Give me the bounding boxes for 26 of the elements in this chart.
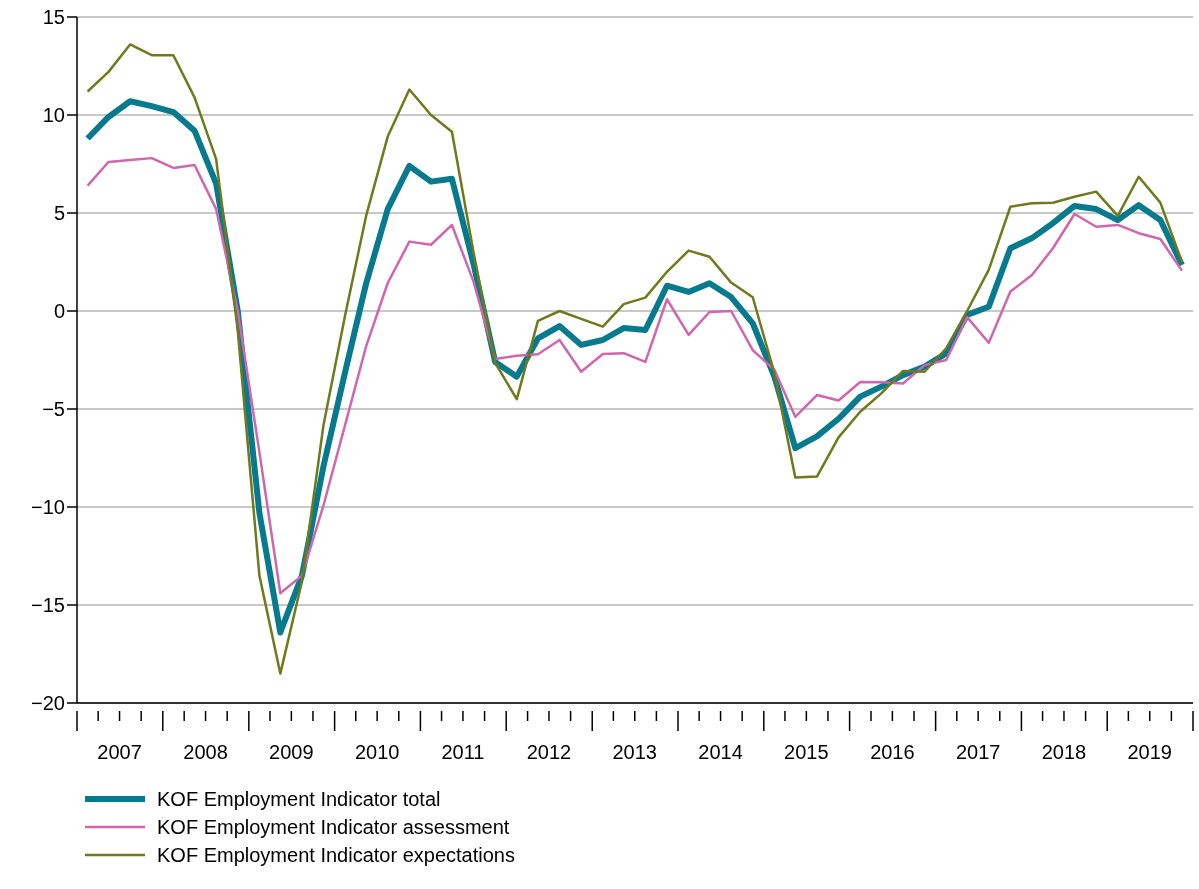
legend-label: KOF Employment Indicator expectations	[157, 843, 515, 867]
y-tick-label: 10	[42, 104, 65, 127]
x-tick-label: 2019	[1127, 741, 1172, 763]
x-tick-label: 2010	[354, 741, 400, 763]
y-tick-label: 0	[53, 300, 65, 323]
legend-label: KOF Employment Indicator total	[157, 787, 441, 811]
x-tick-label: 2017	[955, 741, 1001, 763]
y-tick-label: −15	[31, 594, 65, 617]
x-tick-label: 2012	[526, 741, 572, 763]
y-tick-label: 5	[53, 202, 65, 225]
y-tick-label: −10	[31, 496, 65, 519]
x-tick-label: 2008	[183, 741, 228, 763]
x-tick-label: 2009	[269, 741, 314, 763]
x-tick-label: 2014	[698, 741, 743, 763]
y-tick-label: 15	[42, 6, 65, 29]
line-series	[86, 156, 1184, 595]
legend-label: KOF Employment Indicator assessment	[157, 815, 510, 839]
x-tick-label: 2011	[441, 741, 485, 763]
y-tick-label: −5	[42, 398, 65, 421]
y-tick-label: −20	[31, 692, 65, 715]
x-tick-label: 2007	[97, 741, 142, 763]
x-tick-label: 2013	[612, 741, 658, 763]
x-tick-label: 2018	[1041, 741, 1087, 763]
line-series	[86, 43, 1184, 675]
x-tick-label: 2015	[784, 741, 829, 763]
x-tick-label: 2016	[870, 741, 915, 763]
